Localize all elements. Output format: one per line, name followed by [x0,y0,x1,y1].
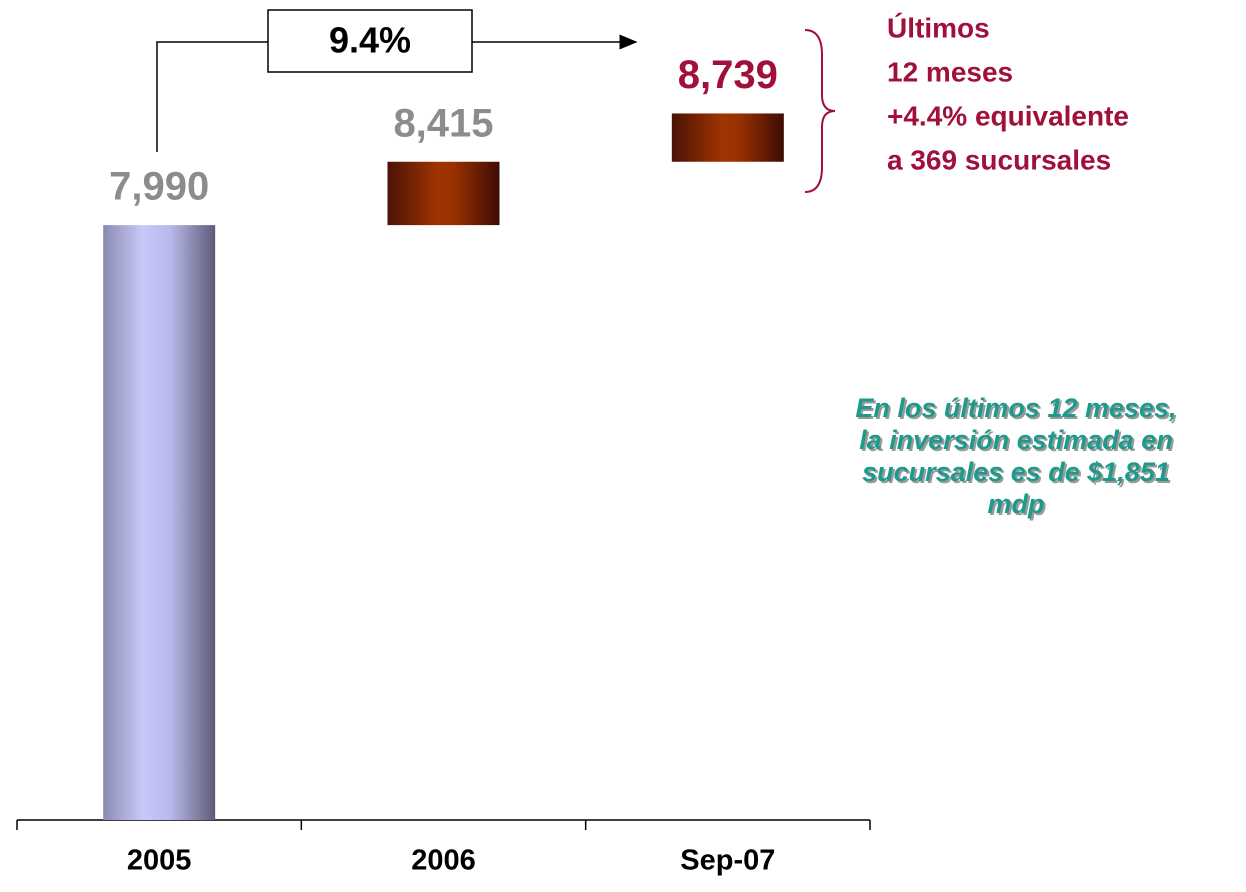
note-text: mdp [988,489,1045,519]
connector [156,41,268,152]
growth-label: 9.4% [329,20,411,61]
value-label: 7,990 [109,165,209,209]
brace-text: a 369 sucursales [887,144,1111,175]
note-text: sucursales es de $1,851 [862,457,1170,487]
value-label: 8,739 [678,53,778,97]
brace-text: Últimos [887,12,990,43]
note-text: En los últimos 12 meses, [855,393,1176,423]
value-label: 8,415 [393,101,493,145]
growth-box [267,9,473,73]
brace-text: +4.4% equivalente [887,100,1129,131]
brace [804,29,836,193]
note-text: la inversión estimada en [859,425,1173,455]
bar [103,225,216,821]
x-tick-label: 2005 [127,845,192,877]
x-tick-label: 2006 [411,845,476,877]
x-tick-label: Sep-07 [680,845,775,877]
bar [387,161,500,226]
brace-text: 12 meses [887,56,1013,87]
bar [671,113,784,162]
